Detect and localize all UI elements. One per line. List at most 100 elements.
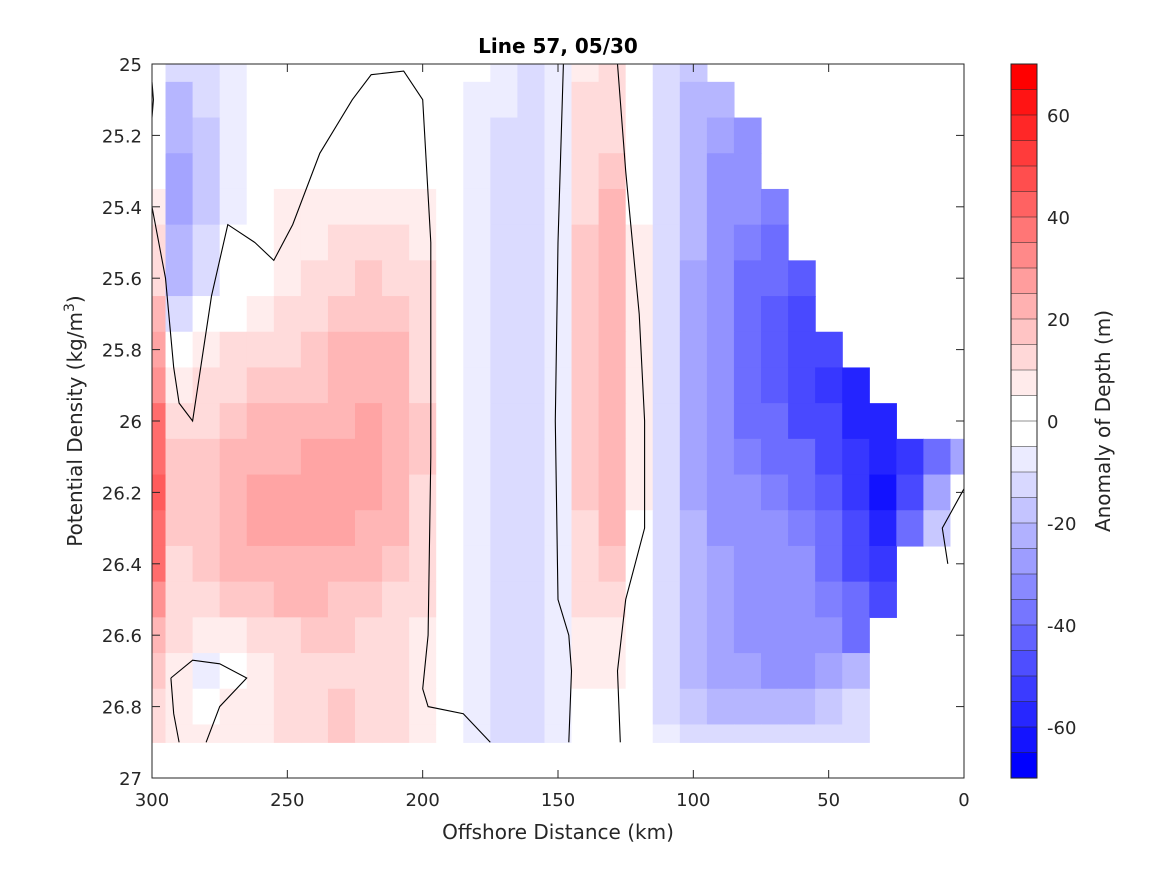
heatmap-cell [733,367,762,404]
heatmap-cell [625,653,654,690]
heatmap-cell [490,367,518,404]
heatmap-cell [706,367,735,404]
heatmap-cell [355,403,383,440]
heatmap-cell [246,260,275,297]
heatmap-cell [165,545,194,583]
heatmap-cell [598,474,627,511]
heatmap-cell [409,688,437,726]
heatmap-cell [273,653,302,690]
heatmap-cell [490,81,518,119]
heatmap-cell [192,617,221,654]
heatmap-cell [598,653,627,690]
colorbar-segment [1010,650,1038,677]
heatmap-cell [679,367,708,404]
heatmap-cell [382,224,410,261]
heatmap-cell [544,403,573,440]
heatmap-cell [761,688,789,726]
heatmap-cell [706,296,735,333]
heatmap-cell [273,688,302,726]
heatmap-cell [192,545,221,583]
heatmap-cell [733,617,762,654]
heatmap-cell [355,438,383,476]
heatmap-cell [652,64,681,83]
heatmap-cell [598,581,627,618]
heatmap-cell [652,260,681,297]
heatmap-cell [463,296,491,333]
heatmap-cell [192,581,221,618]
colorbar-segment [1010,369,1038,397]
heatmap-cell [327,724,356,743]
heatmap-cell [517,64,546,83]
y-tick-label: 26.2 [102,483,142,504]
heatmap-cell [273,545,302,583]
heatmap-cell [652,331,681,369]
heatmap-cell [246,510,275,547]
heatmap-cell [409,474,437,511]
heatmap-cell [652,688,681,726]
heatmap-cell [544,367,573,404]
heatmap-cell [409,296,437,333]
heatmap-cell [679,81,708,119]
heatmap-cell [246,296,275,333]
y-tick-label: 26.4 [102,555,142,576]
heatmap-cell [788,581,816,618]
heatmap-cell [598,438,627,476]
heatmap-cell [152,581,167,618]
heatmap-cell [788,724,816,743]
heatmap-cell [355,296,383,333]
colorbar-segment [1010,63,1038,91]
heatmap-cell [165,724,194,743]
heatmap-cell [327,331,356,369]
colorbar-segment [1010,165,1038,193]
heatmap-cell [246,474,275,511]
heatmap-cell [490,153,518,190]
heatmap-cell [652,153,681,190]
heatmap-cell [327,224,356,261]
heatmap-cell [490,188,518,226]
heatmap-cell [219,474,248,511]
heatmap-cell [382,117,410,154]
heatmap-cell [382,474,410,511]
y-tick-label: 26 [119,412,142,433]
heatmap-cell [436,331,464,369]
zero-contour-line [151,70,491,743]
heatmap-cell [544,653,573,690]
heatmap-cell [625,367,654,404]
heatmap-cell [463,688,491,726]
heatmap-cell [761,653,789,690]
heatmap-cell [706,224,735,261]
heatmap-cell [355,653,383,690]
heatmap-cell [409,117,437,154]
heatmap-cell [192,403,221,440]
heatmap-cell [679,224,708,261]
heatmap-cell [598,403,627,440]
heatmap-cell [463,331,491,369]
heatmap-cell [842,438,870,476]
heatmap-cell [463,403,491,440]
heatmap-cell [490,403,518,440]
heatmap-cell [219,438,248,476]
heatmap-cell [152,367,167,404]
colorbar-segment [1010,242,1038,269]
heatmap-cell [598,153,627,190]
x-axis-label: Offshore Distance (km) [442,820,674,844]
heatmap-cell [463,653,491,690]
heatmap-cell [152,724,167,743]
zero-contour-line [941,488,965,564]
heatmap-cell [327,438,356,476]
heatmap-cell [436,545,464,583]
colorbar-segment [1010,726,1038,754]
heatmap-cell [625,688,654,726]
heatmap-cell [463,438,491,476]
y-axis: 25 25.2 25.4 25.6 25.8 26 26.2 26.4 26.6 26.8 27 [102,55,964,790]
heatmap-cell [869,545,897,583]
y-axis-label-main: Potential Density (kg/m [63,312,87,547]
heatmap-cell [679,653,708,690]
x-tick-label: 0 [958,790,969,811]
heatmap-cell [679,153,708,190]
heatmap-cell [490,224,518,261]
heatmap-cell [192,688,221,726]
heatmap-cell [300,331,329,369]
heatmap-cell [517,224,546,261]
